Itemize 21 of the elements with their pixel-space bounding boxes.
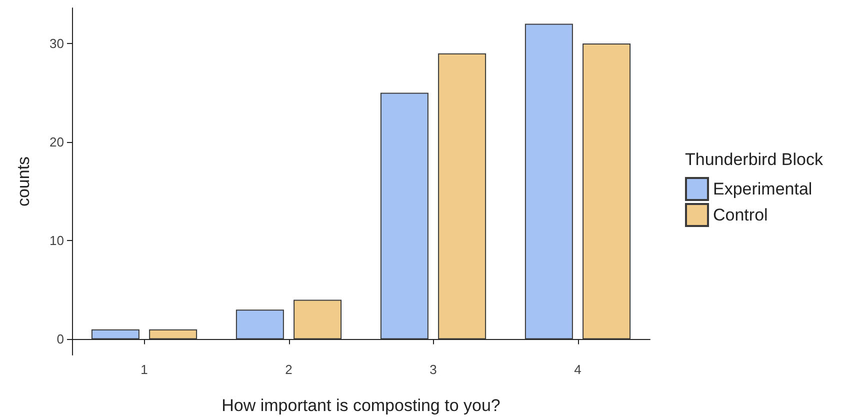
bar <box>380 92 428 340</box>
legend-label: Control <box>713 206 768 224</box>
y-tick-label: 0 <box>56 332 64 347</box>
y-tick-label: 20 <box>50 134 64 150</box>
x-axis-title: How important is composting to you? <box>222 396 500 415</box>
legend-title: Thunderbird Block <box>685 150 824 169</box>
x-tick-label: 1 <box>140 362 148 377</box>
bar <box>582 43 631 340</box>
y-axis-title: counts <box>14 156 33 207</box>
bar <box>236 310 284 340</box>
y-tick-label: 10 <box>50 233 64 248</box>
legend-label: Experimental <box>713 180 812 198</box>
bar <box>438 53 486 340</box>
y-tick-label: 30 <box>50 36 64 51</box>
bar <box>91 329 140 340</box>
bar <box>294 300 342 340</box>
x-tick-label: 3 <box>430 362 437 377</box>
bar <box>524 24 573 340</box>
x-tick-label: 4 <box>574 362 582 377</box>
bar <box>149 329 198 340</box>
x-tick-label: 2 <box>285 362 292 377</box>
